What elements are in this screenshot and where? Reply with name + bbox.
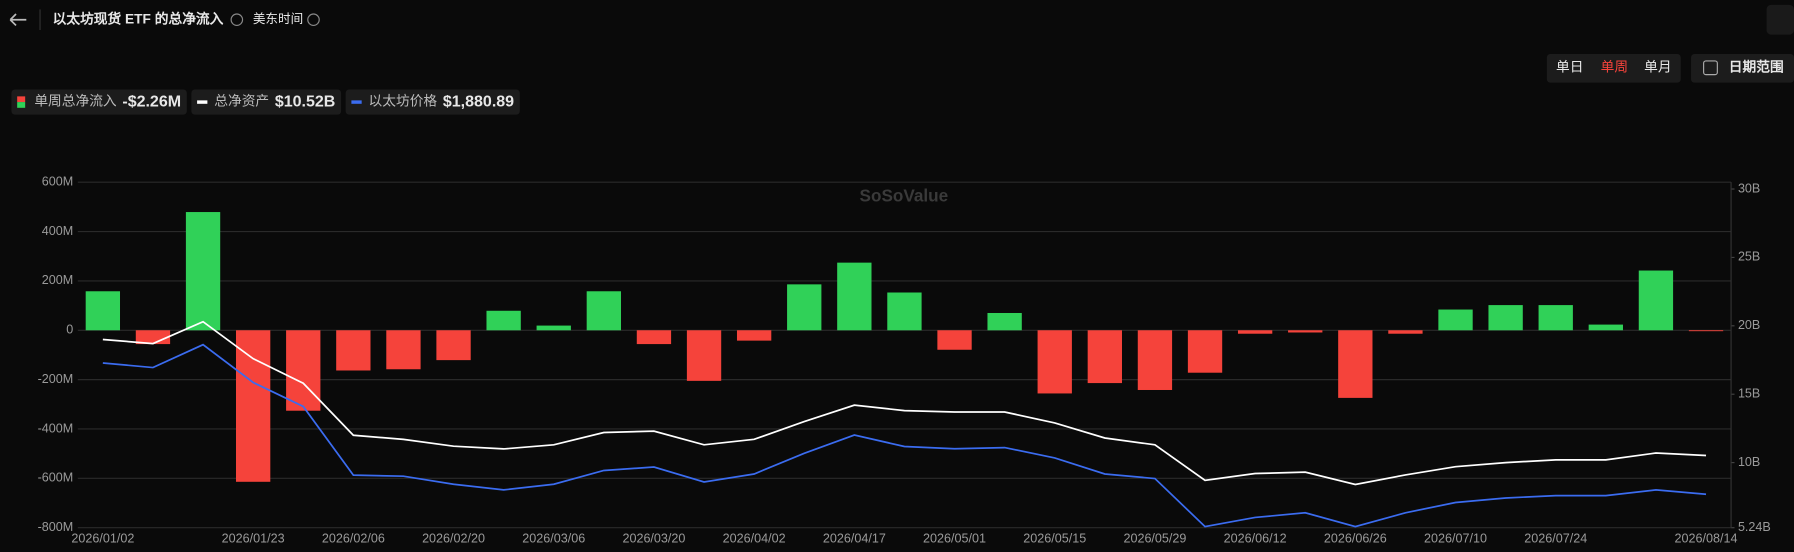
legend-name: 总净资产 (214, 94, 269, 109)
bar (736, 330, 772, 341)
calendar-icon (1703, 60, 1718, 76)
watermark: SoSoValue (860, 186, 949, 206)
legend-swatch (17, 102, 26, 108)
bar (686, 330, 722, 381)
legend-item: 以太坊价格 $1,880.89 (345, 89, 520, 115)
info-icon[interactable] (230, 13, 244, 27)
bar (1388, 330, 1423, 334)
legend-value: $1,880.89 (443, 93, 514, 110)
bar (436, 330, 471, 361)
x-tick-label: 2026/05/29 (1123, 531, 1186, 545)
share-button[interactable] (1766, 4, 1794, 35)
y-tick-label: -200M (38, 372, 74, 386)
bar (887, 292, 922, 331)
x-tick-label: 2026/03/20 (622, 531, 685, 545)
x-tick-label: 2026/02/06 (322, 531, 385, 545)
date-range-label: 日期范围 (1729, 58, 1784, 74)
y2-tick-label: 15B (1738, 387, 1760, 401)
x-tick-label: 2026/04/02 (723, 531, 786, 545)
x-tick-label: 2026/01/23 (222, 531, 285, 545)
back-button[interactable] (9, 13, 27, 27)
x-tick-label: 2026/08/14 (1675, 531, 1738, 545)
bar (336, 330, 371, 371)
timezone: 美东时间 (253, 12, 303, 26)
bar (1588, 324, 1623, 331)
legend-name: 以太坊价格 (369, 94, 438, 109)
bar (1137, 330, 1173, 390)
range-button[interactable]: 单周 (1601, 59, 1628, 74)
y-tick-label: 600M (42, 175, 73, 189)
title: 以太坊现货 ETF 的总净流入 (53, 10, 224, 26)
legend-box (191, 89, 342, 115)
bar (1538, 305, 1573, 331)
y-tick-label: 0 (66, 323, 73, 337)
y2-tick-label: 30B (1738, 181, 1760, 195)
legend-swatch (17, 96, 26, 103)
bar (1338, 330, 1373, 398)
bar (235, 330, 271, 482)
y2-tick-label: 5.24B (1738, 520, 1771, 534)
bar (636, 330, 672, 345)
legend-name: 单周总净流入 (34, 94, 117, 109)
y2-tick-label: 10B (1738, 455, 1760, 469)
legend-value: $10.52B (275, 93, 336, 110)
x-tick-label: 2026/03/06 (522, 531, 585, 545)
bar (536, 325, 571, 331)
bar (937, 330, 972, 350)
bar (1288, 330, 1323, 333)
bar (1087, 330, 1122, 384)
legend-item: 总净资产 $10.52B (191, 89, 342, 115)
bar (185, 212, 221, 331)
bar (1037, 330, 1072, 394)
y2-tick-label: 25B (1738, 250, 1760, 264)
range-switch (1546, 54, 1681, 83)
bar (586, 291, 622, 331)
legend-value: -$2.26M (122, 93, 181, 110)
y-tick-label: 400M (42, 224, 73, 238)
bar (1187, 330, 1223, 373)
x-tick-label: 2026/05/01 (923, 531, 986, 545)
line (102, 343, 1707, 528)
line (102, 320, 1707, 486)
bar (286, 330, 321, 411)
y2-tick-label: 20B (1738, 318, 1760, 332)
bar (837, 262, 872, 331)
range-button[interactable]: 单月 (1644, 59, 1671, 74)
y-tick-label: 200M (42, 273, 73, 287)
y-tick-label: -600M (38, 471, 74, 485)
bar (1438, 309, 1473, 331)
x-tick-label: 2026/04/17 (823, 531, 886, 545)
bar (1488, 305, 1523, 331)
bar (1638, 270, 1674, 331)
x-tick-label: 2026/07/10 (1424, 531, 1487, 545)
bar (1688, 330, 1724, 332)
bar (486, 310, 521, 331)
x-tick-label: 2026/07/24 (1524, 531, 1587, 545)
x-tick-label: 2026/05/15 (1023, 531, 1086, 545)
bar (85, 291, 121, 331)
bar (1237, 330, 1273, 334)
bar (987, 312, 1022, 331)
legend-item: 单周总净流入 -$2.26M (11, 89, 187, 115)
range-button[interactable]: 单日 (1556, 59, 1583, 74)
legend-box (11, 89, 187, 115)
x-tick-label: 2026/06/26 (1324, 531, 1387, 545)
y-tick-label: -800M (38, 520, 74, 534)
legend-box (345, 89, 520, 115)
info-icon[interactable] (307, 13, 320, 27)
bar (386, 330, 421, 370)
bar (787, 284, 822, 331)
x-tick-label: 2026/06/12 (1224, 531, 1287, 545)
x-tick-label: 2026/02/20 (422, 531, 485, 545)
y-tick-label: -400M (38, 421, 74, 435)
x-tick-label: 2026/01/02 (71, 531, 134, 545)
